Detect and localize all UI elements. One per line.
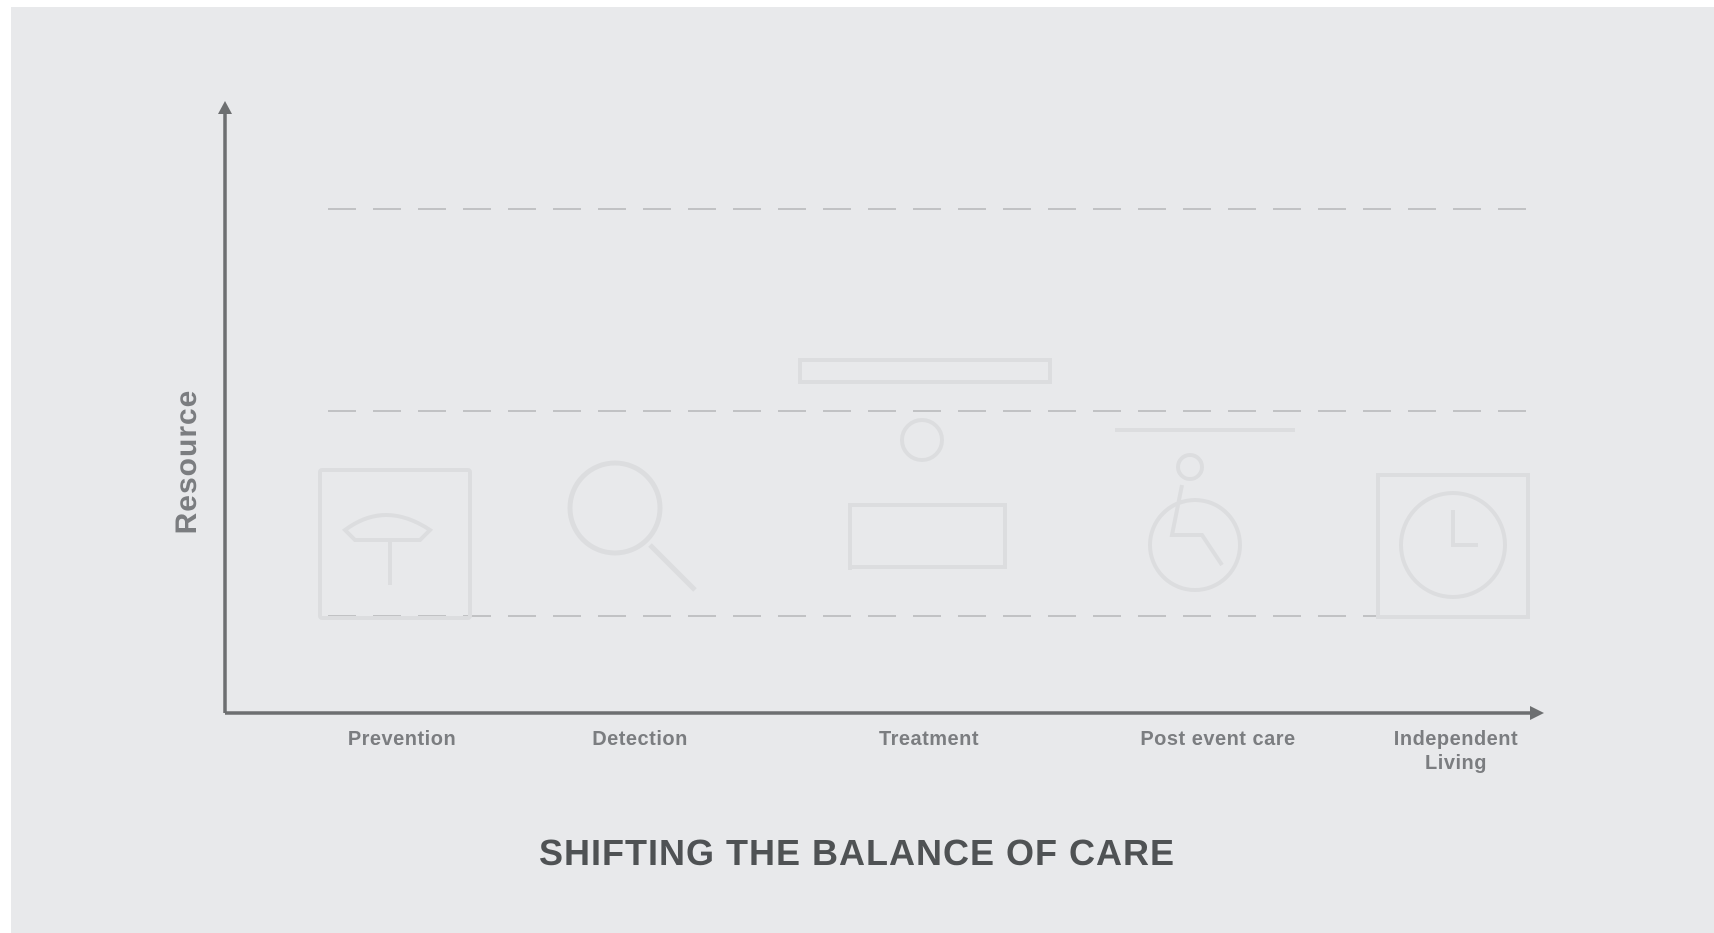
magnifier-icon — [567, 460, 697, 592]
stage-label-detection: Detection — [592, 728, 688, 750]
wheelchair-icon — [1115, 428, 1295, 592]
prevention-icon — [318, 468, 472, 620]
stage-label-prevention: Prevention — [347, 728, 457, 750]
x-axis — [225, 706, 1544, 720]
stage-label-treatment: Treatment — [878, 728, 980, 750]
hospital-bed-icon — [798, 358, 1052, 570]
y-axis — [218, 101, 232, 713]
stage-label-independent-living: Independent Living — [1393, 728, 1519, 774]
diagram-title: SHIFTING THE BALANCE OF CARE — [539, 832, 1175, 873]
y-axis-label: Resource — [170, 389, 203, 535]
home-clock-icon — [1376, 473, 1530, 619]
diagram-panel — [11, 7, 1714, 933]
stage-label-post-event-care: Post event care — [1140, 728, 1296, 750]
